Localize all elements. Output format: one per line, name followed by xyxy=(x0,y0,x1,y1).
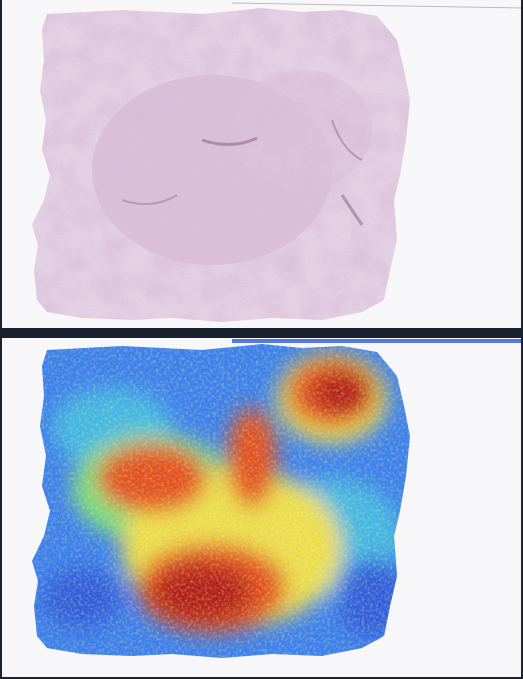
heatmap-panel xyxy=(2,338,521,677)
heatmap-image xyxy=(2,338,521,677)
panel-divider xyxy=(0,328,523,338)
he-stain-image xyxy=(2,0,521,328)
he-stain-panel xyxy=(2,0,521,328)
